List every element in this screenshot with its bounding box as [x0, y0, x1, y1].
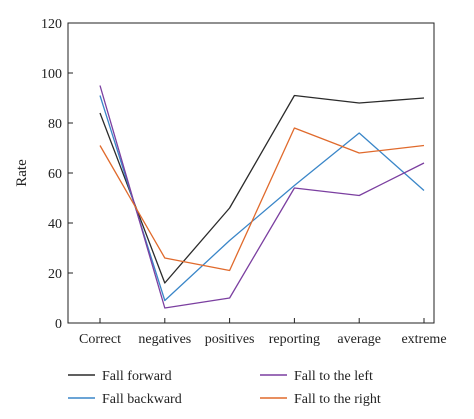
y-tick-label: 20: [48, 267, 62, 282]
legend: Fall forward Fall backward Fall to the lef…: [68, 369, 381, 407]
y-axis: 0 20 40 60 80 100 120: [41, 17, 73, 332]
series-line-fall-to-the-left: [99, 85, 425, 309]
legend-label: Fall to the left: [294, 369, 373, 384]
y-tick-label: 0: [55, 317, 62, 332]
y-tick-label: 120: [41, 17, 62, 32]
x-tick-label: extreme: [401, 332, 446, 347]
x-tick-label: Correct: [79, 332, 121, 347]
y-tick-label: 60: [48, 167, 62, 182]
y-tick-label: 40: [48, 217, 62, 232]
x-tick-label: reporting: [269, 332, 320, 347]
series-line-fall-forward: [99, 94, 425, 284]
legend-label: Fall forward: [102, 369, 172, 384]
series-line-fall-backward: [99, 95, 425, 302]
x-axis: Correct negatives positives reporting averag…: [79, 318, 447, 347]
legend-label: Fall backward: [102, 392, 182, 407]
y-axis-title: Rate: [14, 159, 30, 187]
x-tick-label: average: [337, 332, 381, 347]
legend-label: Fall to the right: [294, 392, 381, 407]
series-lines: [99, 85, 425, 309]
y-tick-label: 80: [48, 117, 62, 132]
x-tick-label: negatives: [138, 332, 191, 347]
series-line-fall-to-the-right: [99, 127, 425, 272]
y-tick-label: 100: [41, 67, 62, 82]
x-tick-label: positives: [205, 332, 255, 347]
